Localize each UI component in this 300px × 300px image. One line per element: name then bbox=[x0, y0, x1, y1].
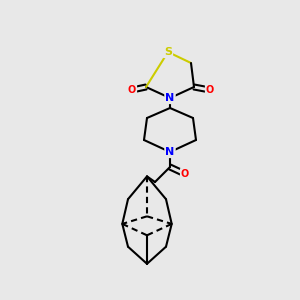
Text: O: O bbox=[181, 169, 189, 179]
Text: O: O bbox=[128, 85, 136, 95]
Text: O: O bbox=[206, 85, 214, 95]
Text: N: N bbox=[165, 93, 175, 103]
Text: N: N bbox=[165, 147, 175, 157]
Text: S: S bbox=[164, 47, 172, 57]
